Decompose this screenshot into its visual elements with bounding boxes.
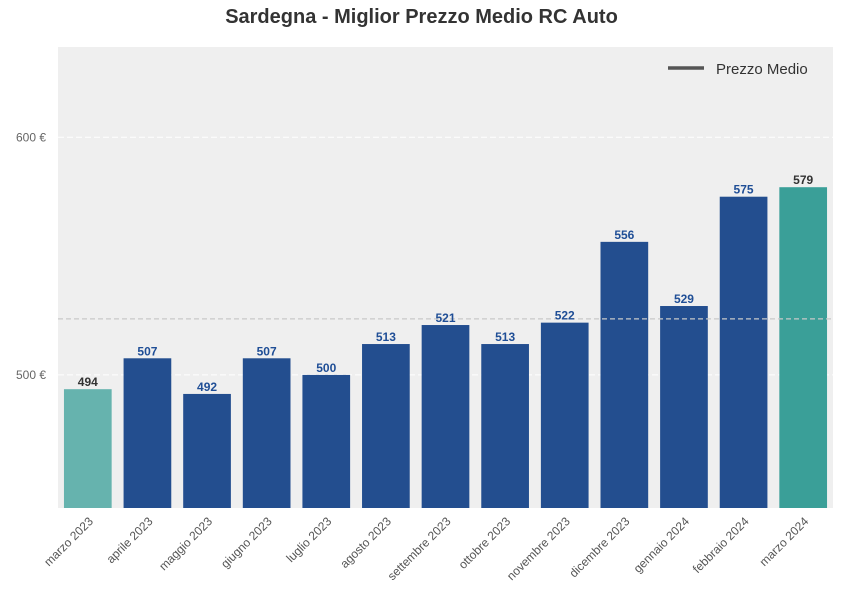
bar-value-label: 529: [674, 292, 694, 306]
x-tick-label: aprile 2023: [104, 514, 156, 566]
x-tick-label: novembre 2023: [504, 514, 573, 583]
bar-value-label: 500: [316, 361, 336, 375]
bar: [540, 322, 589, 508]
x-tick-label: maggio 2023: [156, 514, 215, 573]
bar-value-label: 575: [734, 183, 754, 197]
bar: [421, 325, 470, 508]
bar-value-label: 522: [555, 309, 575, 323]
bar: [123, 358, 172, 508]
x-tick-label: giugno 2023: [218, 514, 275, 571]
bar: [63, 389, 112, 508]
x-tick-label: ottobre 2023: [456, 514, 514, 572]
x-tick-label: marzo 2024: [757, 514, 812, 569]
bar-value-label: 492: [197, 380, 217, 394]
bar-value-label: 513: [495, 330, 515, 344]
bar-value-label: 494: [78, 375, 98, 389]
bar-value-label: 521: [435, 311, 455, 325]
x-tick-label: febbraio 2024: [690, 514, 752, 576]
bar: [660, 306, 708, 508]
x-tick-label: marzo 2023: [41, 514, 96, 569]
bar-value-label: 579: [793, 173, 813, 187]
x-tick-label: settembre 2023: [385, 514, 454, 583]
bar-value-label: 556: [614, 228, 634, 242]
x-tick-label: agosto 2023: [337, 514, 394, 571]
x-tick-label: dicembre 2023: [566, 514, 632, 580]
bar: [600, 241, 649, 509]
y-tick-label: 600 €: [16, 130, 46, 144]
legend-label: Prezzo Medio: [716, 61, 808, 78]
y-axis-ticks: 500 € 600 €: [16, 130, 46, 382]
bar: [481, 344, 529, 508]
bar: [242, 358, 291, 508]
y-tick-label: 500 €: [16, 368, 46, 382]
bar: [362, 344, 410, 508]
bar: [779, 187, 828, 508]
x-tick-label: gennaio 2024: [631, 514, 693, 576]
bars: [63, 187, 828, 509]
x-axis-ticks: marzo 2023 aprile 2023 maggio 2023 giugno 2…: [41, 514, 811, 583]
legend: Prezzo Medio: [668, 61, 808, 78]
bar-value-label: 507: [137, 344, 157, 358]
bar: [302, 374, 351, 508]
bar: [719, 196, 768, 509]
bar-labels: 494 507 492 507 500 513 521 513 522 556 529 575 579: [78, 173, 814, 394]
chart-title: Sardegna - Miglior Prezzo Medio RC Auto: [225, 6, 618, 28]
bar: [183, 393, 231, 508]
bar-value-label: 507: [257, 344, 277, 358]
bar-value-label: 513: [376, 330, 396, 344]
x-tick-label: luglio 2023: [283, 514, 334, 565]
